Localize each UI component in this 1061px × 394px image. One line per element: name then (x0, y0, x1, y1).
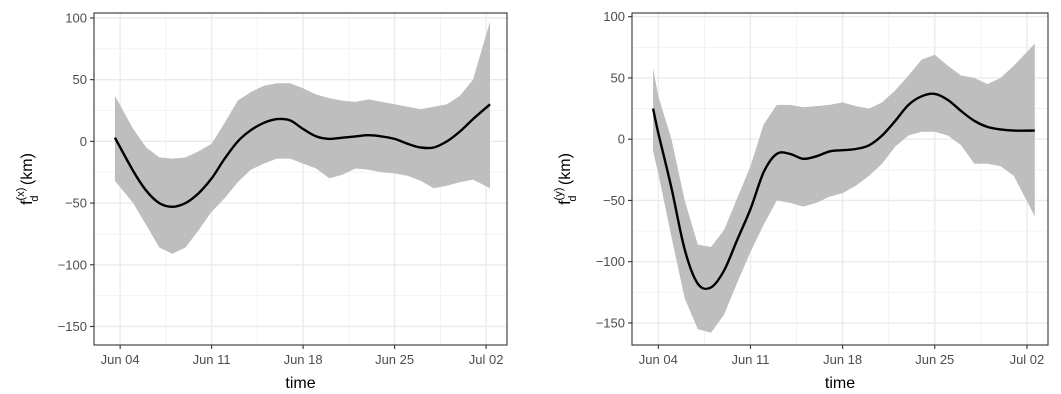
x-tick-label: Jun 04 (639, 352, 678, 367)
x-tick-label: Jun 18 (823, 352, 862, 367)
y-axis-title-base: f (557, 200, 574, 205)
y-axis-title-unit: (km) (557, 153, 574, 189)
y-tick-label: −150 (596, 315, 625, 330)
estimate-line (113, 103, 491, 208)
x-axis-title: time (285, 375, 315, 392)
y-tick-label: 100 (65, 10, 87, 25)
y-tick-label: 50 (73, 72, 87, 87)
confidence-band (653, 43, 1035, 333)
y-tick-label: 0 (618, 132, 625, 147)
left-chart-panel: Jun 04 Jun 11 Jun 18 Jun 25 Jul 02 100 50 0 −50 −… (15, 10, 508, 392)
y-axis-title-base: f (19, 200, 36, 205)
x-tick-label: Jun 11 (193, 352, 231, 367)
y-axis-title: f(x) d (km) (15, 153, 41, 205)
y-tick-label: −150 (58, 319, 87, 334)
y-tick-label: 0 (80, 134, 87, 149)
x-axis-title: time (825, 375, 855, 392)
y-axis-title-superscript: (x) (15, 188, 27, 201)
y-tick-label: −100 (58, 257, 87, 272)
confidence-band (114, 21, 491, 254)
y-tick-label: −100 (596, 254, 625, 269)
panel-border (631, 12, 1049, 346)
y-tick-label: −50 (603, 193, 625, 208)
x-tick-label: Jun 25 (375, 352, 414, 367)
y-tick-label: 50 (611, 70, 625, 85)
y-axis-title-subscript: d (29, 196, 41, 202)
y-axis-title-unit: (km) (19, 153, 36, 189)
right-chart-panel: Jun 04 Jun 11 Jun 18 Jun 25 Jul 02 100 50 0 −50 −… (553, 9, 1049, 392)
panel-border (93, 12, 508, 346)
y-axis-title-subscript: d (567, 196, 579, 202)
x-tick-label: Jun 11 (731, 352, 769, 367)
y-tick-label: 100 (603, 9, 625, 24)
x-tick-label: Jun 04 (101, 352, 140, 367)
estimate-line (651, 92, 1035, 291)
y-axis-title: f(y) d (km) (553, 153, 579, 205)
x-tick-label: Jul 02 (1010, 352, 1045, 367)
x-tick-label: Jun 18 (284, 352, 323, 367)
y-tick-label: −50 (65, 196, 87, 211)
y-axis-title-superscript: (y) (553, 188, 565, 201)
x-tick-label: Jul 02 (469, 352, 504, 367)
x-tick-label: Jun 25 (915, 352, 954, 367)
